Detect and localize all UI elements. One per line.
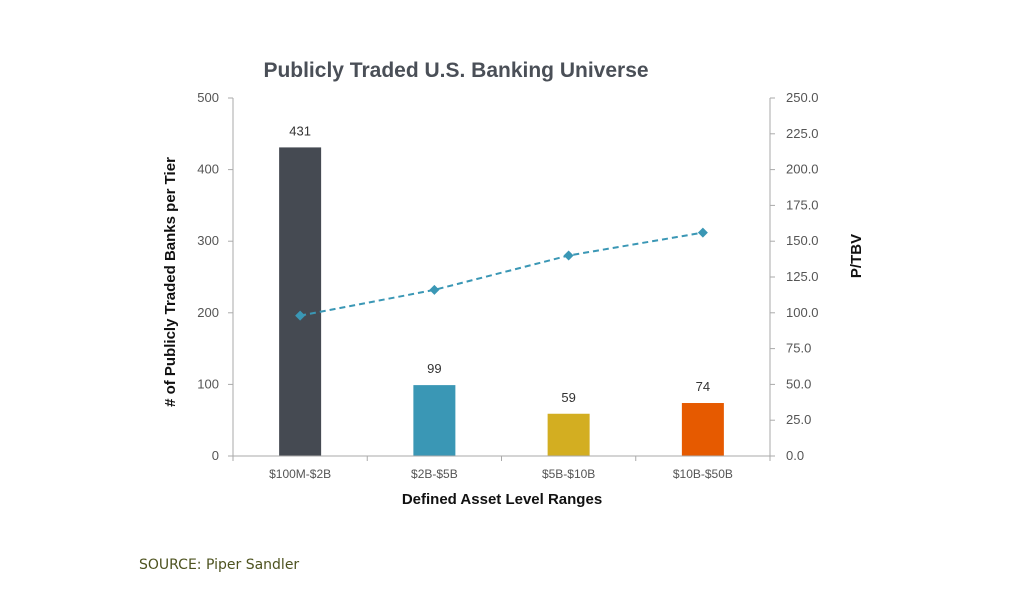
y2-axis-title: P/TBV bbox=[848, 234, 865, 278]
y2-tick-label-2: 50.0 bbox=[786, 376, 811, 391]
y-tick-label-3: 300 bbox=[197, 233, 219, 248]
y2-tick-label-7: 175.0 bbox=[786, 197, 819, 212]
y-tick-label-1: 100 bbox=[197, 376, 219, 391]
y2-tick-label-10: 250.0 bbox=[786, 90, 819, 105]
ptbv-point-0 bbox=[295, 310, 306, 321]
bar-value-label-3: 74 bbox=[696, 379, 710, 394]
ptbv-point-2 bbox=[563, 250, 574, 261]
bar-0 bbox=[279, 147, 322, 457]
x-tick-label-3: $10B-$50B bbox=[673, 467, 733, 481]
y-axis-title: # of Publicly Traded Banks per Tier bbox=[162, 157, 179, 407]
bar-value-label-2: 59 bbox=[561, 390, 575, 405]
y2-tick-label-5: 125.0 bbox=[786, 269, 819, 284]
y-tick-label-2: 200 bbox=[197, 305, 219, 320]
y-tick-label-4: 400 bbox=[197, 162, 219, 177]
bar-3 bbox=[681, 403, 724, 456]
y2-tick-label-0: 0.0 bbox=[786, 448, 804, 463]
x-axis-title: Defined Asset Level Ranges bbox=[402, 491, 602, 508]
ptbv-line-group bbox=[295, 227, 708, 321]
x-tick-label-0: $100M-$2B bbox=[269, 467, 331, 481]
x-tick-label-1: $2B-$5B bbox=[411, 467, 458, 481]
axes-group: $100M-$2B $2B-$5B $5B-$10B $10B-$50B 0 100 200… bbox=[197, 90, 818, 481]
y-tick-label-0: 0 bbox=[212, 448, 219, 463]
bar-1 bbox=[413, 385, 456, 456]
y2-tick-label-9: 225.0 bbox=[786, 126, 819, 141]
bar-2 bbox=[547, 413, 590, 456]
ptbv-point-1 bbox=[429, 284, 440, 295]
y2-tick-label-4: 100.0 bbox=[786, 305, 819, 320]
y2-tick-label-3: 75.0 bbox=[786, 341, 811, 356]
ptbv-line bbox=[299, 231, 704, 317]
y2-tick-label-6: 150.0 bbox=[786, 233, 819, 248]
y2-tick-label-8: 200.0 bbox=[786, 162, 819, 177]
y-tick-label-5: 500 bbox=[197, 90, 219, 105]
bar-value-label-1: 99 bbox=[427, 361, 441, 376]
bar-value-label-0: 431 bbox=[289, 123, 311, 138]
bars-group: 431 99 59 74 bbox=[279, 123, 724, 457]
source-note: SOURCE: Piper Sandler bbox=[139, 557, 300, 573]
chart-title: Publicly Traded U.S. Banking Universe bbox=[263, 59, 648, 82]
y2-tick-label-1: 25.0 bbox=[786, 412, 811, 427]
ptbv-point-3 bbox=[697, 227, 708, 238]
x-tick-label-2: $5B-$10B bbox=[542, 467, 595, 481]
